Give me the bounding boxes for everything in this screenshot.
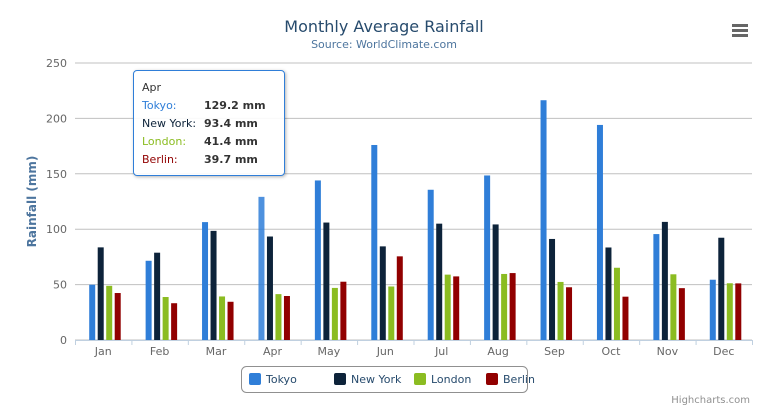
bar-berlin[interactable] [396,256,403,340]
bar-berlin[interactable] [114,293,121,340]
bar-new-york[interactable] [379,246,386,340]
bar-tokyo[interactable] [484,175,491,340]
bar-london[interactable] [388,286,395,340]
bar-new-york[interactable] [210,230,217,340]
x-tick-label: Dec [713,345,734,358]
y-tick-label: 150 [46,168,67,181]
x-tick-label: Feb [150,345,169,358]
y-tick-label: 0 [60,334,67,347]
bar-london[interactable] [219,296,226,340]
tooltip-header: Apr [142,81,162,94]
x-tick-label: Jul [434,345,448,358]
bar-tokyo[interactable] [709,279,716,340]
x-tick-label: Sep [544,345,565,358]
y-tick-label: 100 [46,223,67,236]
bar-berlin[interactable] [622,296,629,340]
tooltip-value: 41.4 mm [204,135,258,148]
y-tick-label: 200 [46,112,67,125]
x-tick-label: Mar [206,345,227,358]
chart-title: Monthly Average Rainfall [284,17,483,36]
legend-swatch[interactable] [486,373,498,385]
x-tick-label: Jun [376,345,394,358]
bar-london[interactable] [444,274,451,340]
tooltip-value: 39.7 mm [204,153,258,166]
bar-tokyo[interactable] [314,180,321,340]
bar-new-york[interactable] [436,223,443,340]
bar-london[interactable] [557,281,564,340]
bar-berlin[interactable] [566,287,573,340]
hamburger-menu-icon[interactable] [732,24,748,27]
chart-subtitle: Source: WorldClimate.com [311,38,457,51]
x-tick-label: Apr [263,345,283,358]
bar-london[interactable] [501,273,508,340]
legend-swatch[interactable] [334,373,346,385]
legend-swatch[interactable] [414,373,426,385]
bar-tokyo[interactable] [258,196,265,340]
tooltip-series-name: New York: [142,117,197,130]
bar-berlin[interactable] [283,296,290,340]
tooltip-row: Berlin: 39.7 mm [142,153,258,166]
bar-new-york[interactable] [266,236,273,340]
bar-tokyo[interactable] [89,284,96,340]
tooltip-series-name: London: [142,135,187,148]
legend [241,366,528,393]
bar-tokyo[interactable] [427,189,434,340]
bar-london[interactable] [106,285,113,340]
tooltip-series-name: Berlin: [142,153,178,166]
bar-new-york[interactable] [549,238,556,340]
bar-london[interactable] [613,267,620,340]
y-tick-label: 50 [53,279,67,292]
bar-new-york[interactable] [492,224,499,340]
legend-item-london[interactable]: London [431,373,471,386]
tooltip-series-name: Tokyo: [142,99,177,112]
x-tick-label: May [318,345,341,358]
x-tick-label: Nov [657,345,679,358]
legend-item-berlin[interactable]: Berlin [503,373,535,386]
tooltip-row: Tokyo: 129.2 mm [142,99,266,112]
bar-berlin[interactable] [340,281,347,340]
x-tick-label: Jan [94,345,112,358]
tooltip: Apr Tokyo: 129.2 mm New York: 93.4 mm London… [133,70,285,176]
bar-tokyo[interactable] [202,222,209,340]
bar-berlin[interactable] [171,303,178,340]
bar-london[interactable] [162,297,169,340]
legend-item-new-york[interactable]: New York [351,373,402,386]
tooltip-value: 129.2 mm [204,99,266,112]
hamburger-menu-icon[interactable] [732,34,748,37]
bar-tokyo[interactable] [653,234,660,340]
bar-berlin[interactable] [678,288,685,340]
bar-london[interactable] [670,274,677,340]
bar-new-york[interactable] [718,237,725,340]
bar-new-york[interactable] [97,247,104,340]
bar-tokyo[interactable] [371,144,378,340]
bar-new-york[interactable] [661,221,668,340]
y-tick-label: 250 [46,57,67,70]
legend-item-tokyo[interactable]: Tokyo [265,373,297,386]
bar-london[interactable] [275,294,282,340]
bar-london[interactable] [726,283,733,340]
bar-berlin[interactable] [227,301,234,340]
bar-london[interactable] [331,287,338,340]
tooltip-row: New York: 93.4 mm [142,117,258,130]
bar-berlin[interactable] [453,276,460,340]
bar-berlin[interactable] [509,273,516,340]
bar-new-york[interactable] [323,222,330,340]
bar-berlin[interactable] [735,283,742,340]
x-tick-label: Oct [601,345,621,358]
y-axis-title: Rainfall (mm) [25,156,39,248]
tooltip-row: London: 41.4 mm [142,135,258,148]
bar-tokyo[interactable] [540,100,547,341]
bar-new-york[interactable] [154,252,161,340]
credits-link[interactable]: Highcharts.com [671,395,750,406]
bar-tokyo[interactable] [145,260,152,340]
hamburger-menu-icon[interactable] [732,29,748,32]
bar-tokyo[interactable] [596,124,603,341]
bar-new-york[interactable] [605,247,612,340]
legend-swatch[interactable] [249,373,261,385]
x-tick-label: Aug [487,345,508,358]
tooltip-value: 93.4 mm [204,117,258,130]
